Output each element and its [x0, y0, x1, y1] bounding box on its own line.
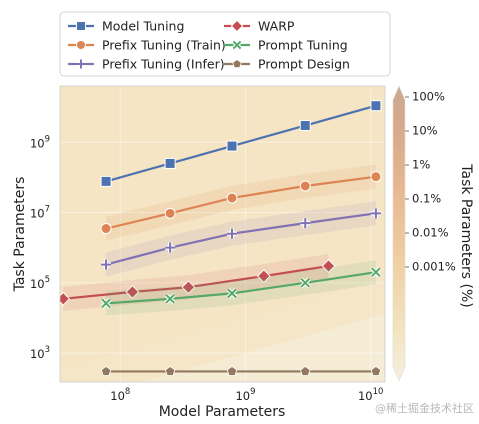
legend-label: WARP [258, 19, 295, 34]
colorbar-tick-label: 0.001% [412, 260, 456, 274]
data-point [370, 171, 382, 183]
data-point [164, 365, 176, 376]
watermark: @稀土掘金技术社区 [375, 401, 474, 415]
legend-entry: WARP [224, 19, 295, 34]
data-point [100, 223, 112, 235]
data-point [165, 242, 176, 253]
series-layer [60, 100, 382, 376]
band [60, 86, 385, 382]
data-point [100, 297, 112, 309]
x-tick-labels: 108 109 1010 [110, 387, 383, 403]
legend-marker [76, 59, 86, 69]
data-point [164, 293, 176, 305]
data-point [226, 365, 238, 376]
legend-entry: Model Tuning [68, 19, 184, 34]
plot-frame [59, 85, 386, 383]
colorbar: 100% 10% 1% 0.1% 0.01% 0.001% Task Parameters… [392, 85, 474, 382]
series-model-tuning [100, 100, 382, 187]
legend-marker [230, 19, 244, 33]
data-point [227, 228, 237, 239]
colorbar-tick-label: 0.1% [412, 192, 441, 206]
data-point [300, 218, 311, 229]
colorbar-tick-labels: 100% 10% 1% 0.1% 0.01% 0.001% [405, 90, 456, 274]
data-point [125, 284, 140, 299]
data-point [100, 175, 112, 187]
x-tick-label: 108 [110, 387, 130, 403]
colorbar-tick-label: 0.01% [412, 226, 449, 240]
x-tick-label: 1010 [358, 387, 383, 403]
data-point [164, 207, 176, 219]
x-axis-label: Model Parameters [159, 404, 286, 420]
y-tick-label: 103 [30, 345, 50, 361]
y-axis-label: Task Parameters [12, 177, 28, 293]
data-point [226, 192, 238, 204]
legend-marker [232, 59, 242, 69]
colorbar-label: Task Parameters (%) [458, 163, 474, 307]
series-band [63, 254, 329, 311]
legend-entry: Prompt Tuning [224, 38, 348, 53]
y-tick-label: 109 [30, 134, 50, 150]
y-tick-label: 105 [30, 275, 50, 291]
series-prefix-tuning-train [100, 164, 382, 241]
data-point [226, 140, 238, 152]
data-point [100, 365, 112, 376]
data-point [164, 157, 176, 169]
data-point [300, 365, 311, 376]
data-point [299, 180, 311, 192]
series-prefix-tuning-infer [101, 201, 381, 277]
data-point [370, 208, 381, 219]
legend-label: Prompt Design [258, 57, 350, 72]
legend-label: Prompt Tuning [258, 38, 348, 53]
data-point [370, 365, 382, 376]
legend-marker [231, 39, 243, 51]
series-prompt-tuning [100, 260, 382, 316]
x-tick-label: 109 [235, 387, 255, 403]
y-tick-labels: 103 105 107 109 [30, 134, 50, 361]
legend: Model Tuning Prefix Tuning (Train) Prefix … [59, 11, 391, 77]
colorbar-strip [392, 85, 406, 382]
legend-entry: Prefix Tuning (Infer) [68, 57, 225, 72]
legend-entry: Prefix Tuning (Train) [68, 38, 226, 53]
data-point [101, 259, 112, 270]
data-point [370, 100, 382, 112]
series-prompt-design [100, 365, 382, 376]
colorbar-tick-label: 100% [412, 90, 445, 104]
legend-label: Prefix Tuning (Train) [102, 38, 226, 53]
series-warp [60, 254, 336, 311]
legend-marker [76, 21, 86, 31]
y-tick-label: 107 [30, 205, 50, 221]
series-band [106, 201, 376, 277]
data-point [256, 269, 271, 284]
data-point [226, 287, 238, 299]
legend-entry: Prompt Design [224, 57, 350, 72]
data-point [321, 259, 336, 273]
data-point [60, 291, 71, 306]
colorbar-tick-label: 10% [412, 124, 438, 138]
legend-label: Model Tuning [102, 19, 184, 34]
data-point [370, 266, 382, 278]
data-point [299, 277, 311, 289]
colorbar-tick-label: 1% [412, 158, 430, 172]
data-point [181, 280, 196, 295]
legend-marker [76, 40, 86, 50]
legend-label: Prefix Tuning (Infer) [102, 57, 225, 72]
data-point [299, 120, 311, 132]
